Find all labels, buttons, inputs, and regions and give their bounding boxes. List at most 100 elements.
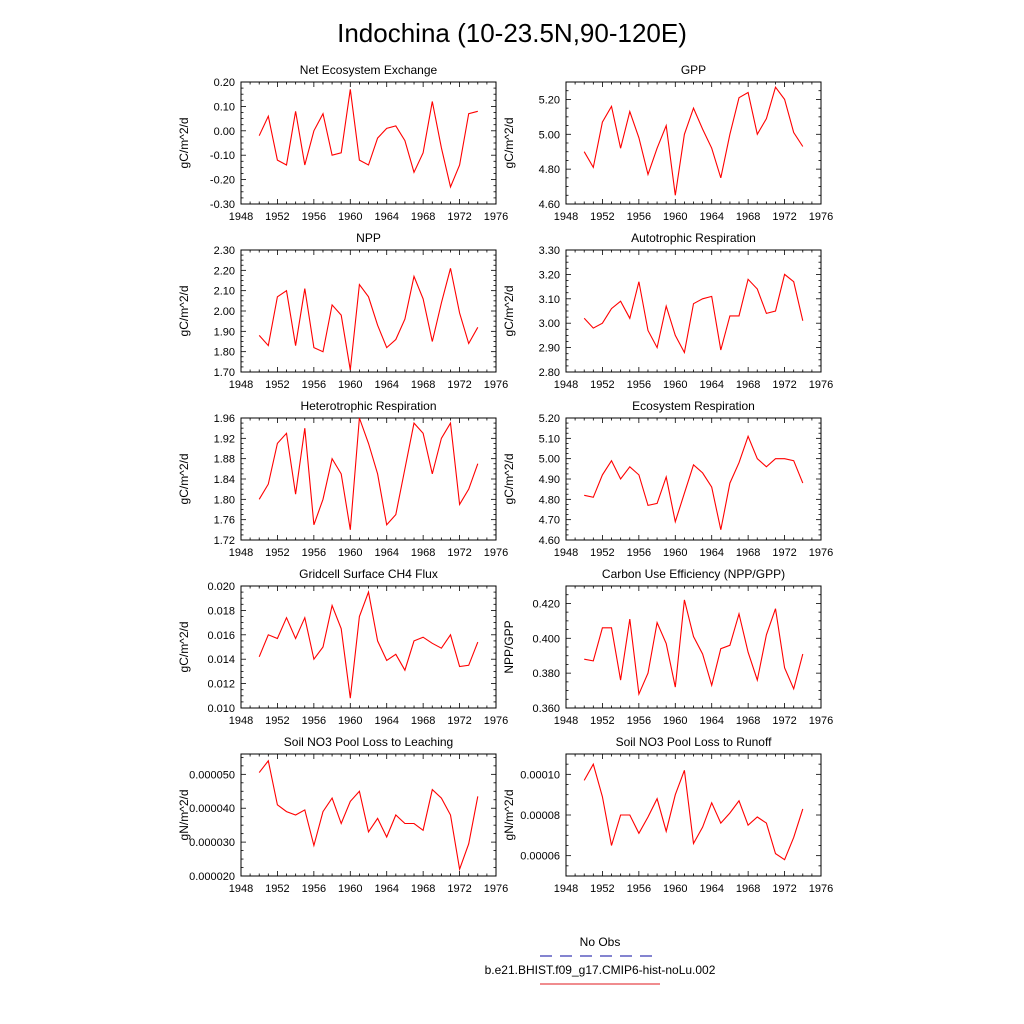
series-line bbox=[258, 89, 478, 189]
y-tick-label: 3.10 bbox=[539, 294, 560, 306]
x-tick-label: 1968 bbox=[411, 547, 435, 559]
y-tick-label: 1.84 bbox=[214, 474, 235, 486]
y-tick-label: -0.20 bbox=[210, 175, 235, 187]
chart-panel-gridcell-surface-ch4-flux: Gridcell Surface CH4 Flux gC/m^2/d 1948 195… bbox=[177, 567, 508, 727]
x-tick-label: 1968 bbox=[736, 211, 760, 223]
x-tick-label: 1952 bbox=[265, 211, 289, 223]
x-tick-label: 1968 bbox=[411, 211, 435, 223]
y-tick-label: 0.360 bbox=[532, 703, 560, 715]
x-tick-label: 1956 bbox=[302, 379, 326, 391]
y-tick-label: 0.000030 bbox=[189, 837, 235, 849]
y-axis-label: NPP/GPP bbox=[502, 620, 516, 673]
chart-title: NPP bbox=[356, 231, 381, 245]
x-tick-label: 1976 bbox=[809, 715, 833, 727]
x-tick-label: 1952 bbox=[265, 883, 289, 895]
x-tick-label: 1972 bbox=[772, 883, 796, 895]
x-tick-label: 1964 bbox=[699, 883, 723, 895]
x-tick-label: 1968 bbox=[411, 379, 435, 391]
x-tick-label: 1956 bbox=[302, 211, 326, 223]
y-tick-label: 4.80 bbox=[539, 494, 560, 506]
x-tick-label: 1976 bbox=[484, 883, 508, 895]
y-axis-label: gC/m^2/d bbox=[177, 118, 191, 169]
series-line bbox=[583, 85, 804, 196]
x-tick-label: 1976 bbox=[809, 211, 833, 223]
plot-frame bbox=[565, 585, 822, 709]
x-tick-label: 1964 bbox=[374, 547, 398, 559]
y-tick-label: 5.20 bbox=[539, 413, 560, 425]
x-tick-label: 1976 bbox=[809, 883, 833, 895]
chart-panel-ecosystem-respiration: Ecosystem Respiration gC/m^2/d 1948 1952 195… bbox=[502, 399, 833, 559]
x-tick-label: 1952 bbox=[590, 211, 614, 223]
x-tick-label: 1972 bbox=[772, 715, 796, 727]
y-tick-label: 2.00 bbox=[214, 306, 235, 318]
y-axis-label: gC/m^2/d bbox=[177, 286, 191, 337]
y-tick-label: 2.20 bbox=[214, 265, 235, 277]
y-axis-label: gC/m^2/d bbox=[502, 286, 516, 337]
y-tick-label: 1.88 bbox=[214, 454, 235, 466]
x-tick-label: 1956 bbox=[627, 211, 651, 223]
x-tick-label: 1972 bbox=[447, 547, 471, 559]
y-tick-label: 2.80 bbox=[539, 367, 560, 379]
y-tick-label: 1.70 bbox=[214, 367, 235, 379]
x-tick-label: 1960 bbox=[663, 211, 687, 223]
x-tick-label: 1964 bbox=[699, 211, 723, 223]
chart-panel-autotrophic-respiration: Autotrophic Respiration gC/m^2/d 1948 1952 1… bbox=[502, 231, 833, 391]
x-tick-label: 1976 bbox=[484, 547, 508, 559]
x-tick-label: 1972 bbox=[772, 547, 796, 559]
y-tick-label: 0.400 bbox=[532, 633, 560, 645]
y-tick-label: 5.00 bbox=[539, 454, 560, 466]
x-tick-label: 1964 bbox=[699, 715, 723, 727]
series-line bbox=[584, 434, 804, 530]
y-tick-label: 0.020 bbox=[207, 581, 235, 593]
chart-panel-heterotrophic-respiration: Heterotrophic Respiration gC/m^2/d 1948 195… bbox=[177, 399, 508, 559]
legend-label-model: b.e21.BHIST.f09_g17.CMIP6-hist-noLu.002 bbox=[485, 963, 716, 977]
y-tick-label: 0.00008 bbox=[520, 810, 560, 822]
plot-frame bbox=[240, 249, 497, 373]
y-tick-label: -0.30 bbox=[210, 199, 235, 211]
x-tick-label: 1960 bbox=[663, 883, 687, 895]
y-tick-label: 0.380 bbox=[532, 668, 560, 680]
x-tick-label: 1960 bbox=[338, 379, 362, 391]
x-tick-label: 1948 bbox=[229, 547, 253, 559]
y-axis-label: gC/m^2/d bbox=[502, 454, 516, 505]
x-tick-label: 1968 bbox=[411, 883, 435, 895]
x-tick-label: 1956 bbox=[627, 547, 651, 559]
x-tick-label: 1960 bbox=[338, 211, 362, 223]
series-line bbox=[258, 759, 479, 872]
x-tick-label: 1976 bbox=[484, 715, 508, 727]
x-tick-label: 1952 bbox=[265, 379, 289, 391]
x-tick-label: 1952 bbox=[590, 883, 614, 895]
y-axis-label: gC/m^2/d bbox=[177, 622, 191, 673]
x-tick-label: 1956 bbox=[627, 883, 651, 895]
legend: No Obs b.e21.BHIST.f09_g17.CMIP6-hist-no… bbox=[485, 935, 716, 985]
x-tick-label: 1948 bbox=[554, 211, 578, 223]
x-tick-label: 1976 bbox=[809, 547, 833, 559]
chart-title: Carbon Use Efficiency (NPP/GPP) bbox=[602, 567, 785, 581]
x-tick-label: 1964 bbox=[374, 715, 398, 727]
x-tick-label: 1948 bbox=[554, 883, 578, 895]
series-line bbox=[258, 590, 479, 699]
x-tick-label: 1964 bbox=[699, 547, 723, 559]
chart-panel-gpp: GPP gC/m^2/d 1948 1952 1956 1960 1964 1968 1972 1… bbox=[502, 63, 833, 223]
y-tick-label: 3.30 bbox=[539, 245, 560, 257]
x-tick-label: 1956 bbox=[302, 883, 326, 895]
y-tick-label: 1.76 bbox=[214, 515, 235, 527]
y-tick-label: 0.00 bbox=[214, 126, 235, 138]
y-tick-label: 4.60 bbox=[539, 199, 560, 211]
chart-panel-soil-no3-pool-loss-to-leaching: Soil NO3 Pool Loss to Leaching gN/m^2/d 19… bbox=[177, 735, 508, 895]
x-tick-label: 1956 bbox=[627, 715, 651, 727]
x-tick-label: 1956 bbox=[302, 715, 326, 727]
x-tick-label: 1964 bbox=[699, 379, 723, 391]
x-tick-label: 1972 bbox=[772, 211, 796, 223]
x-tick-label: 1960 bbox=[338, 547, 362, 559]
chart-title: Heterotrophic Respiration bbox=[300, 399, 436, 413]
x-tick-label: 1952 bbox=[590, 715, 614, 727]
y-axis-label: gN/m^2/d bbox=[177, 790, 191, 841]
chart-title: Soil NO3 Pool Loss to Runoff bbox=[616, 735, 773, 749]
y-tick-label: 0.010 bbox=[207, 703, 235, 715]
y-tick-label: 3.20 bbox=[539, 269, 560, 281]
y-tick-label: 1.96 bbox=[214, 413, 235, 425]
chart-title: Autotrophic Respiration bbox=[631, 231, 756, 245]
x-tick-label: 1948 bbox=[229, 883, 253, 895]
x-tick-label: 1952 bbox=[265, 715, 289, 727]
